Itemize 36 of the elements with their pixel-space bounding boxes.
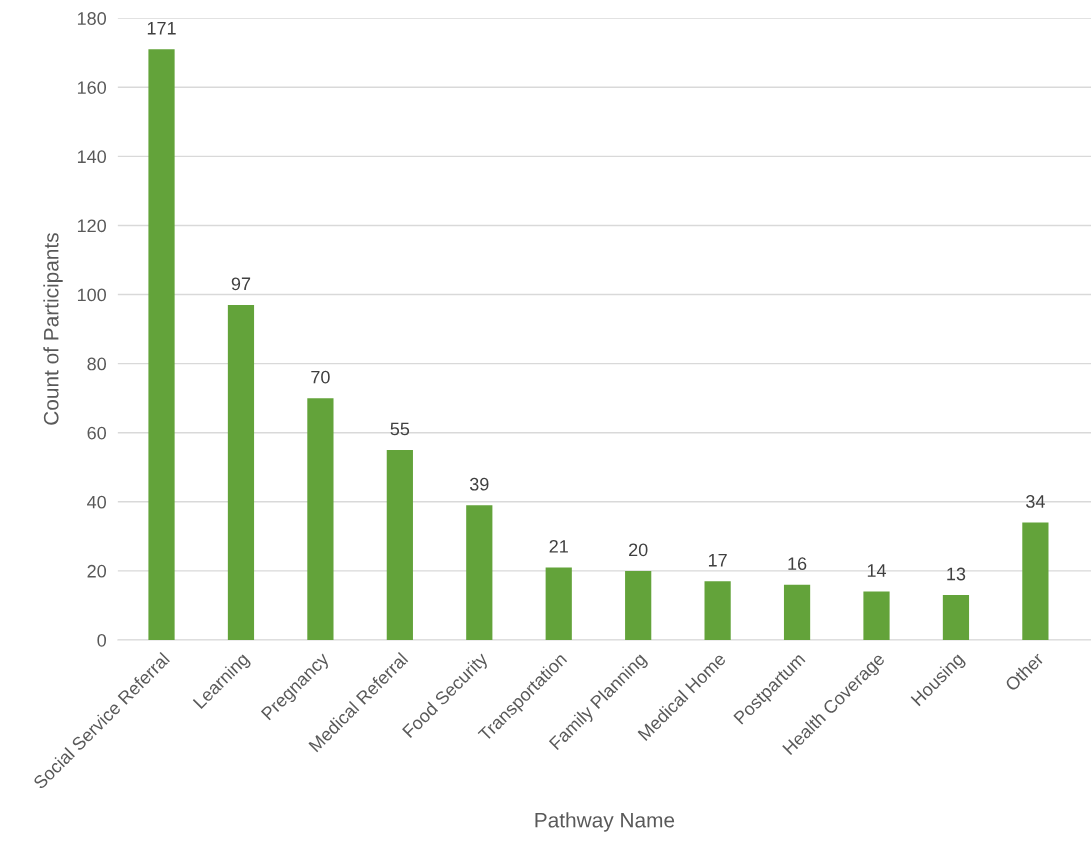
data-label: 34 xyxy=(1026,495,1045,508)
x-axis-title: Pathway Name xyxy=(535,812,675,832)
y-tick-label: 120 xyxy=(77,219,107,233)
bar xyxy=(545,567,572,640)
bar xyxy=(942,595,970,640)
bar xyxy=(863,591,890,640)
y-axis-title: Count of Participants xyxy=(43,233,63,425)
data-label: 14 xyxy=(867,564,887,577)
y-tick-label: 20 xyxy=(87,564,107,578)
data-label: 39 xyxy=(469,477,489,491)
y-tick-label: 80 xyxy=(87,357,107,371)
y-tick-label: 0 xyxy=(97,633,107,647)
bar xyxy=(148,49,175,640)
data-label: 16 xyxy=(788,557,807,571)
data-label: 21 xyxy=(549,539,568,553)
y-tick-label: 40 xyxy=(87,495,107,509)
data-label: 171 xyxy=(147,22,176,35)
y-tick-label: 160 xyxy=(77,81,107,94)
bar xyxy=(466,505,493,640)
y-tick-label: 60 xyxy=(87,426,107,440)
bar xyxy=(227,304,255,640)
bar xyxy=(1022,522,1049,640)
data-label: 17 xyxy=(708,553,727,567)
data-label: 97 xyxy=(231,277,251,291)
bar xyxy=(307,398,334,640)
data-label: 55 xyxy=(390,422,410,436)
data-label: 70 xyxy=(311,370,330,384)
y-tick-label: 100 xyxy=(77,288,107,302)
bar xyxy=(704,581,731,640)
bar xyxy=(783,584,811,640)
data-label: 20 xyxy=(629,543,648,557)
bar xyxy=(386,449,413,640)
y-tick-label: 140 xyxy=(77,150,107,164)
data-label: 13 xyxy=(947,567,966,581)
y-tick-label: 180 xyxy=(77,12,107,25)
bar xyxy=(625,570,652,640)
